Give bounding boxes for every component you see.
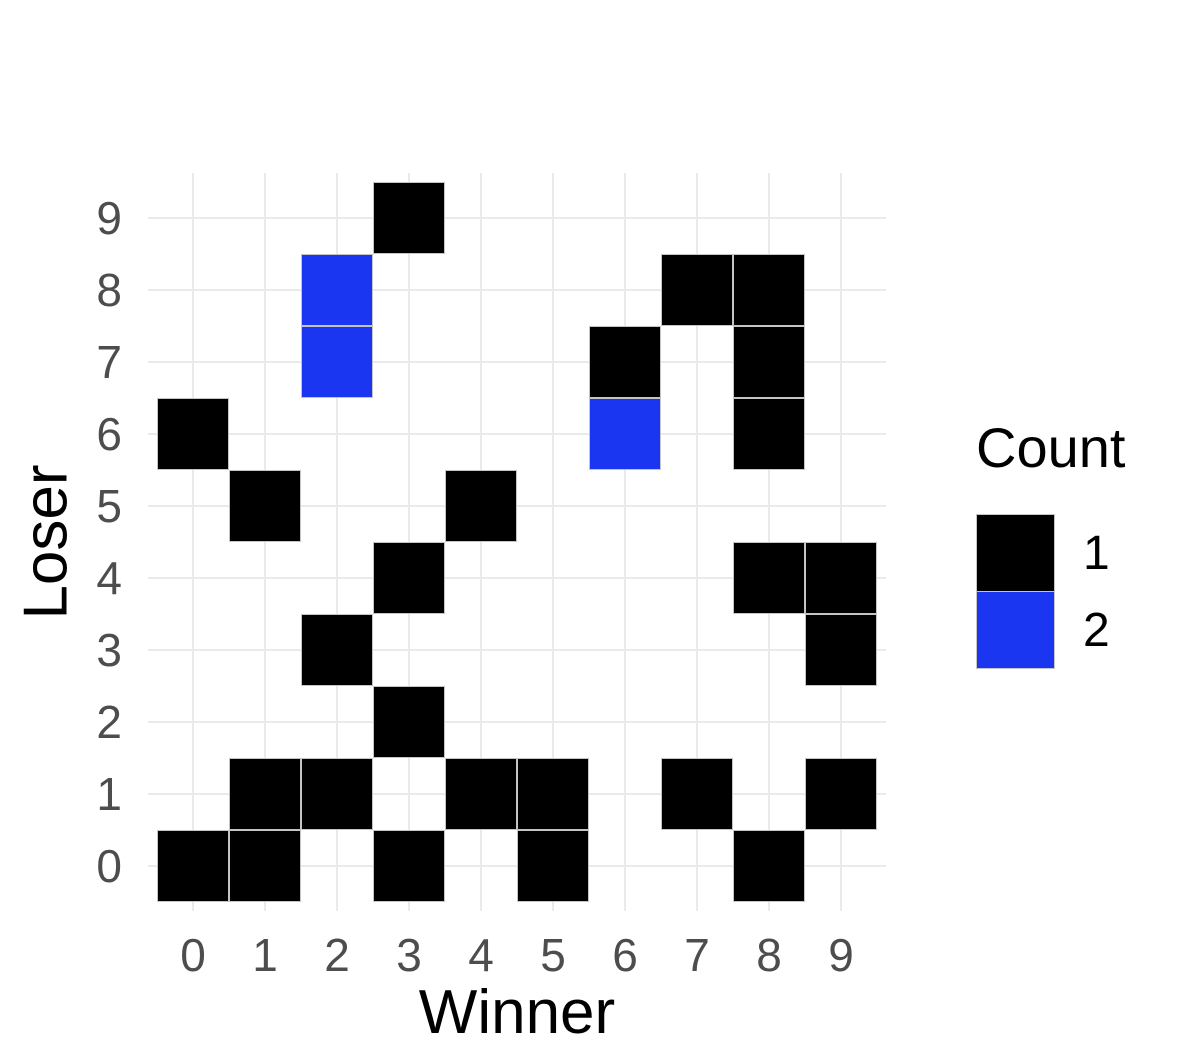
tile <box>373 830 445 902</box>
gridline-horizontal <box>148 217 886 219</box>
y-tick-label: 8 <box>96 264 122 316</box>
x-tick-label: 2 <box>324 929 350 981</box>
gridline-vertical <box>264 173 266 911</box>
tile <box>589 398 661 470</box>
tile <box>373 542 445 614</box>
legend-key-swatch <box>976 514 1055 592</box>
y-axis-title: Loser <box>11 464 81 620</box>
gridline-horizontal <box>148 721 886 723</box>
y-tick-label: 5 <box>96 480 122 532</box>
tile <box>733 542 805 614</box>
tile <box>445 758 517 830</box>
gridline-vertical <box>552 173 554 911</box>
gridline-horizontal <box>148 289 886 291</box>
tile <box>301 614 373 686</box>
tile <box>733 398 805 470</box>
x-tick-label: 6 <box>612 929 638 981</box>
x-axis-title: Winner <box>418 978 616 1047</box>
x-tick-label: 0 <box>180 929 206 981</box>
y-tick-label: 3 <box>96 624 122 676</box>
y-tick-label: 1 <box>96 768 122 820</box>
tile <box>445 470 517 542</box>
gridline-vertical <box>480 173 482 911</box>
tile <box>373 182 445 254</box>
tile <box>301 758 373 830</box>
tile <box>805 758 877 830</box>
gridline-horizontal <box>148 361 886 363</box>
gridline-horizontal <box>148 649 886 651</box>
y-tick-label: 0 <box>96 840 122 892</box>
tile <box>517 830 589 902</box>
legend-key-swatch <box>976 591 1055 669</box>
gridline-vertical <box>624 173 626 911</box>
tile <box>661 254 733 326</box>
gridline-horizontal <box>148 433 886 435</box>
x-tick-label: 3 <box>396 929 422 981</box>
y-tick-label: 9 <box>96 192 122 244</box>
tile <box>157 398 229 470</box>
gridline-vertical <box>336 173 338 911</box>
tile <box>805 614 877 686</box>
x-tick-label: 5 <box>540 929 566 981</box>
x-tick-label: 7 <box>684 929 710 981</box>
y-tick-label: 4 <box>96 552 122 604</box>
tile <box>589 326 661 398</box>
tile <box>733 254 805 326</box>
gridline-vertical <box>696 173 698 911</box>
y-tick-label: 7 <box>96 336 122 388</box>
x-tick-label: 9 <box>828 929 854 981</box>
gridline-vertical <box>192 173 194 911</box>
y-tick-label: 6 <box>96 408 122 460</box>
tile <box>733 326 805 398</box>
tile <box>301 254 373 326</box>
x-tick-label: 4 <box>468 929 494 981</box>
gridline-horizontal <box>148 505 886 507</box>
legend-label: 2 <box>1083 604 1110 657</box>
x-tick-label: 8 <box>756 929 782 981</box>
x-tick-label: 1 <box>252 929 278 981</box>
legend-entry: 1 <box>976 514 1176 592</box>
y-tick-label: 2 <box>96 696 122 748</box>
plot-panel <box>148 173 886 911</box>
tile <box>373 686 445 758</box>
legend-label: 1 <box>1083 526 1110 580</box>
tile <box>805 542 877 614</box>
tile <box>229 758 301 830</box>
tile <box>157 830 229 902</box>
tile <box>301 326 373 398</box>
legend-entry: 2 <box>976 591 1176 669</box>
tile <box>229 470 301 542</box>
tile <box>661 758 733 830</box>
tile <box>517 758 589 830</box>
gridline-horizontal <box>148 577 886 579</box>
tile <box>229 830 301 902</box>
tile <box>733 830 805 902</box>
legend-title: Count <box>976 416 1126 479</box>
